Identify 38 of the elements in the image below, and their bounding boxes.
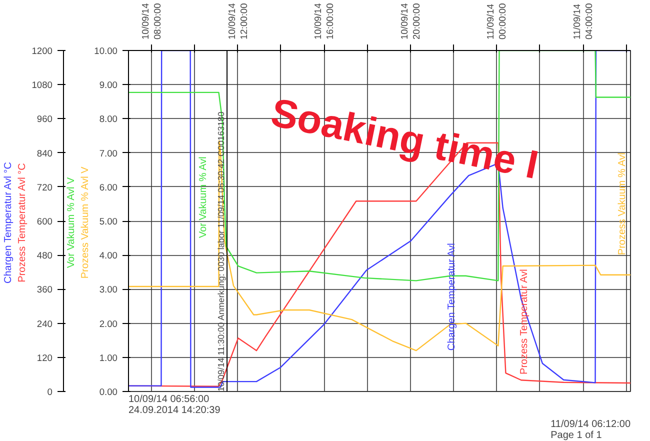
- y2-tick-label: 3.00: [99, 284, 118, 295]
- y-tick-label: 1080: [32, 80, 53, 90]
- ref-line-label: 10/09/14 11:30:00 Anmerkung: 0030 labor 11/09/14 06:30:42 C00163180: [216, 112, 226, 392]
- y-axis-title: Prozess Temperatur Avl °C Chargen Temperatur Avl °C: [3, 162, 28, 284]
- y2-tick-label: 10.00: [94, 46, 118, 56]
- text: 10/09/14 06:56:00 24.09.2014 14:20:39: [128, 394, 221, 416]
- y-tick-label: 600: [36, 216, 53, 226]
- y2-tick-label: 6.00: [99, 182, 118, 192]
- text: Prozess Temperatur Avl: [519, 269, 530, 374]
- y2-tick-label: 8.00: [99, 114, 118, 124]
- y2-tick-label: 9.00: [99, 80, 118, 90]
- y2-tick-label: 2.00: [99, 318, 118, 329]
- x-tick-label: 10/09/14 20:00:00: [399, 3, 422, 40]
- y-tick-label: 1200: [32, 46, 53, 56]
- y-tick-label: 120: [36, 352, 53, 363]
- y-tick-label: 720: [36, 182, 53, 192]
- y-tick-label: 840: [36, 148, 53, 158]
- annotation: Soaking time I: [267, 90, 542, 188]
- text: Vor Vakuum % Avl: [198, 156, 209, 238]
- y-tick-label: 0: [47, 387, 53, 397]
- y2-tick-label: 4.00: [99, 250, 118, 261]
- y-tick-label: 240: [36, 318, 53, 329]
- y2-axis-title: Prozess Vakuum % Avl V Vor Vakuum % Avl V: [66, 166, 91, 279]
- y2-tick-label: 5.00: [99, 216, 118, 226]
- y-tick-label: 360: [36, 284, 53, 295]
- x-tick-label: 10/09/14 16:00:00: [313, 3, 336, 40]
- x-tick-label: 11/09/14 00:00:00: [486, 3, 508, 40]
- y2-tick-label: 7.00: [99, 148, 118, 158]
- y-tick-label: 480: [36, 250, 53, 261]
- text: Chargen Temperatur Avl: [446, 243, 458, 351]
- text: Prozess Vakuum % Avl: [616, 152, 628, 256]
- text: 11/09/14 06:12:00 Page 1 of 1: [550, 419, 631, 441]
- y2-tick-label: 1.00: [99, 352, 118, 363]
- y-tick-label: 960: [36, 114, 53, 124]
- y2-tick-label: 0.00: [99, 387, 118, 397]
- x-tick-label: 10/09/14 12:00:00: [226, 3, 249, 40]
- x-tick-label: 11/09/14 04:00:00: [572, 3, 594, 40]
- x-tick-label: 10/09/14 08:00:00: [140, 3, 163, 40]
